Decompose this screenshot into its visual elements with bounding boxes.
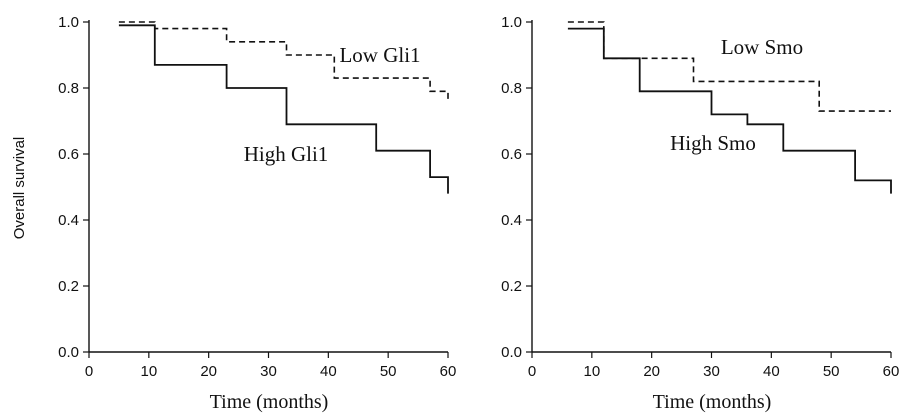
series-line-high-smo [567,27,892,194]
chart-2: 0.0 0.2 0.4 0.6 0.8 1.0 0 10 20 30 40 50 60 Low Smo Hi… [501,14,899,380]
series-label: Low Gli1 [339,43,420,67]
y-tick-label: 0.4 [501,212,522,229]
y-tick-label: 1.0 [58,14,79,31]
y-tick-label: 0.4 [58,212,79,229]
x-tick-label: 50 [823,363,840,380]
chart-1-x-axis-title: Time (months) [210,391,329,413]
x-tick-label: 50 [380,363,397,380]
series-label: High Gli1 [244,142,329,166]
series-line-high-gli1 [118,24,449,194]
y-tick-label: 0.2 [501,278,522,295]
chart-1: 0.0 0.2 0.4 0.6 0.8 1.0 0 10 20 30 40 50 60 Low Gli1 H… [58,14,456,380]
x-tick-label: 10 [583,363,600,380]
y-tick-label: 0.0 [58,344,79,361]
series-label: High Smo [670,131,756,155]
y-tick-label: 0.2 [58,278,79,295]
y-tick-label: 0.6 [58,146,79,163]
x-tick-label: 20 [643,363,660,380]
series-label: Low Smo [721,35,803,59]
x-tick-label: 0 [85,363,93,380]
x-tick-label: 40 [320,363,337,380]
plots-layer: 0.0 0.2 0.4 0.6 0.8 1.0 0 10 20 30 40 50 60 Low Gli1 H… [58,14,899,380]
y-tick-label: 1.0 [501,14,522,31]
y-tick-label: 0.6 [501,146,522,163]
y-tick-label: 0.0 [501,344,522,361]
y-tick-label: 0.8 [58,80,79,97]
chart-1-y-axis-title: Overall survival [11,137,28,240]
x-tick-label: 60 [883,363,900,380]
x-tick-label: 40 [763,363,780,380]
x-tick-label: 10 [140,363,157,380]
x-tick-label: 30 [703,363,720,380]
x-tick-label: 60 [440,363,457,380]
x-tick-label: 30 [260,363,277,380]
chart-2-x-axis-title: Time (months) [653,391,772,413]
x-tick-label: 0 [528,363,536,380]
x-tick-label: 20 [200,363,217,380]
y-tick-label: 0.8 [501,80,522,97]
